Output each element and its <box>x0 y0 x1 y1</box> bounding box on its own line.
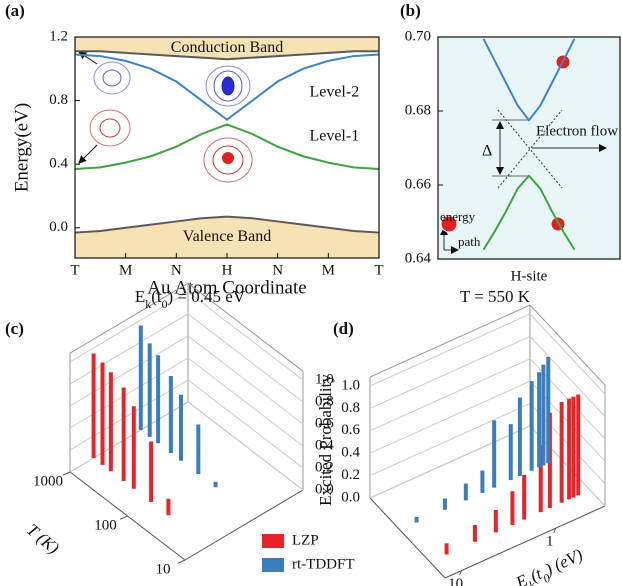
x-tick-label: N <box>272 262 283 278</box>
series-label: Level-1 <box>309 127 359 144</box>
x-tick-label: T <box>70 262 79 278</box>
grid-line <box>369 335 606 417</box>
text-part: 0 <box>541 570 552 585</box>
panel-label: (d) <box>333 319 354 338</box>
text-part: 0 <box>162 297 168 311</box>
z-tick-label: 1.0 <box>341 377 360 393</box>
grid-line <box>69 335 304 425</box>
text-part: k <box>145 297 151 311</box>
z-axis-label: Excited Probability <box>316 374 335 506</box>
grid-line <box>69 379 304 469</box>
x-tick <box>177 559 186 564</box>
z-tick-label: 0.6 <box>315 415 334 431</box>
text-part: (t <box>151 287 162 306</box>
panel-label: (a) <box>5 1 25 20</box>
grid-line <box>69 313 304 403</box>
series-label: Conduction Band <box>171 39 283 56</box>
series-line <box>74 53 380 121</box>
x-tick-label: 10 <box>448 576 463 586</box>
series-label: Level-2 <box>309 84 359 101</box>
series-line <box>482 174 576 251</box>
z-tick-label: 0.2 <box>315 459 334 475</box>
x-tick <box>553 527 557 534</box>
x-tick <box>62 471 71 476</box>
flow-label: Electron flow <box>536 123 618 139</box>
delta-label: Δ <box>482 143 492 160</box>
grid-line <box>69 357 304 447</box>
y-axis-label: Energy(eV) <box>11 103 32 192</box>
panel-label: (c) <box>5 319 24 338</box>
y-tick-label: 1.2 <box>49 28 68 44</box>
text-part: T (K) <box>23 520 63 558</box>
floor-edge <box>184 489 304 561</box>
text-part: ) (eV) <box>541 545 586 579</box>
panel-label: (b) <box>400 1 421 20</box>
y-tick-label: 0.70 <box>405 28 431 44</box>
x-tick <box>459 570 463 576</box>
orbital-contours <box>78 51 253 183</box>
legend-swatch <box>262 558 284 572</box>
x-axis-label: Ek(t0) (eV) <box>512 545 588 586</box>
legend-swatch <box>262 534 284 548</box>
x-tick <box>119 515 128 520</box>
x-tick-label: H <box>222 262 233 278</box>
y-tick-label: 0.4 <box>49 156 68 172</box>
z-tick-label: 0.4 <box>341 445 360 461</box>
x-axis-label: T (K) <box>23 520 63 558</box>
y-tick-label: 0.64 <box>405 250 432 266</box>
x-tick-label: N <box>171 262 182 278</box>
y-tick-label: 0.8 <box>49 92 68 108</box>
text-part: T = 550 K <box>460 287 531 306</box>
x-tick-label: 1 <box>546 534 554 550</box>
band-fill <box>75 216 379 258</box>
text-part: k <box>527 577 538 586</box>
energy-label: energy <box>440 209 476 224</box>
chart-title: T = 550 K <box>460 287 531 306</box>
series-line <box>482 38 576 122</box>
z-tick-label: 1.0 <box>315 371 334 387</box>
x-tick-label: 1000 <box>33 473 63 489</box>
series-line <box>74 215 380 234</box>
legend-label: LZP <box>292 532 319 548</box>
z-tick-label: 0.8 <box>341 400 360 416</box>
floor-back <box>69 401 304 491</box>
series-line <box>74 123 380 170</box>
y-tick-label: 0.66 <box>405 176 432 192</box>
chart-title: Ek(t0) = 0.45 eV <box>135 287 246 311</box>
y-tick-label: 0.0 <box>49 219 68 235</box>
z-tick-label: 0.2 <box>341 467 360 483</box>
series-line <box>75 50 379 61</box>
x-axis-label: Au Atom Coordinate <box>147 277 306 298</box>
z-tick-label: 0.8 <box>315 393 334 409</box>
x-tick-label: T <box>374 262 383 278</box>
grid-line <box>69 291 304 381</box>
plot-frame <box>437 36 621 260</box>
floor-edge <box>369 497 446 579</box>
series-label: Valence Band <box>183 228 271 245</box>
text-part: ) = 0.45 eV <box>168 287 246 306</box>
x-tick-label: M <box>322 262 335 278</box>
floor-edge <box>444 505 606 579</box>
legend-label: rt-TDDFT <box>292 556 355 572</box>
grid-line <box>69 401 304 491</box>
z-tick-label: 0.0 <box>341 489 360 505</box>
y-tick-label: 0.68 <box>405 102 431 118</box>
z-tick-label: 0.4 <box>315 437 334 453</box>
x-tick-label: 100 <box>94 517 117 533</box>
x-tick-label: M <box>119 262 132 278</box>
z-tick-label: 0.0 <box>315 481 334 497</box>
path-label: path <box>458 234 481 249</box>
x-axis-label: H-site <box>511 268 548 284</box>
x-tick-label: 10 <box>156 561 171 577</box>
text-part: E <box>135 287 145 306</box>
wall-top <box>369 304 606 386</box>
z-tick-label: 0.6 <box>341 422 360 438</box>
grid-line <box>369 313 606 395</box>
